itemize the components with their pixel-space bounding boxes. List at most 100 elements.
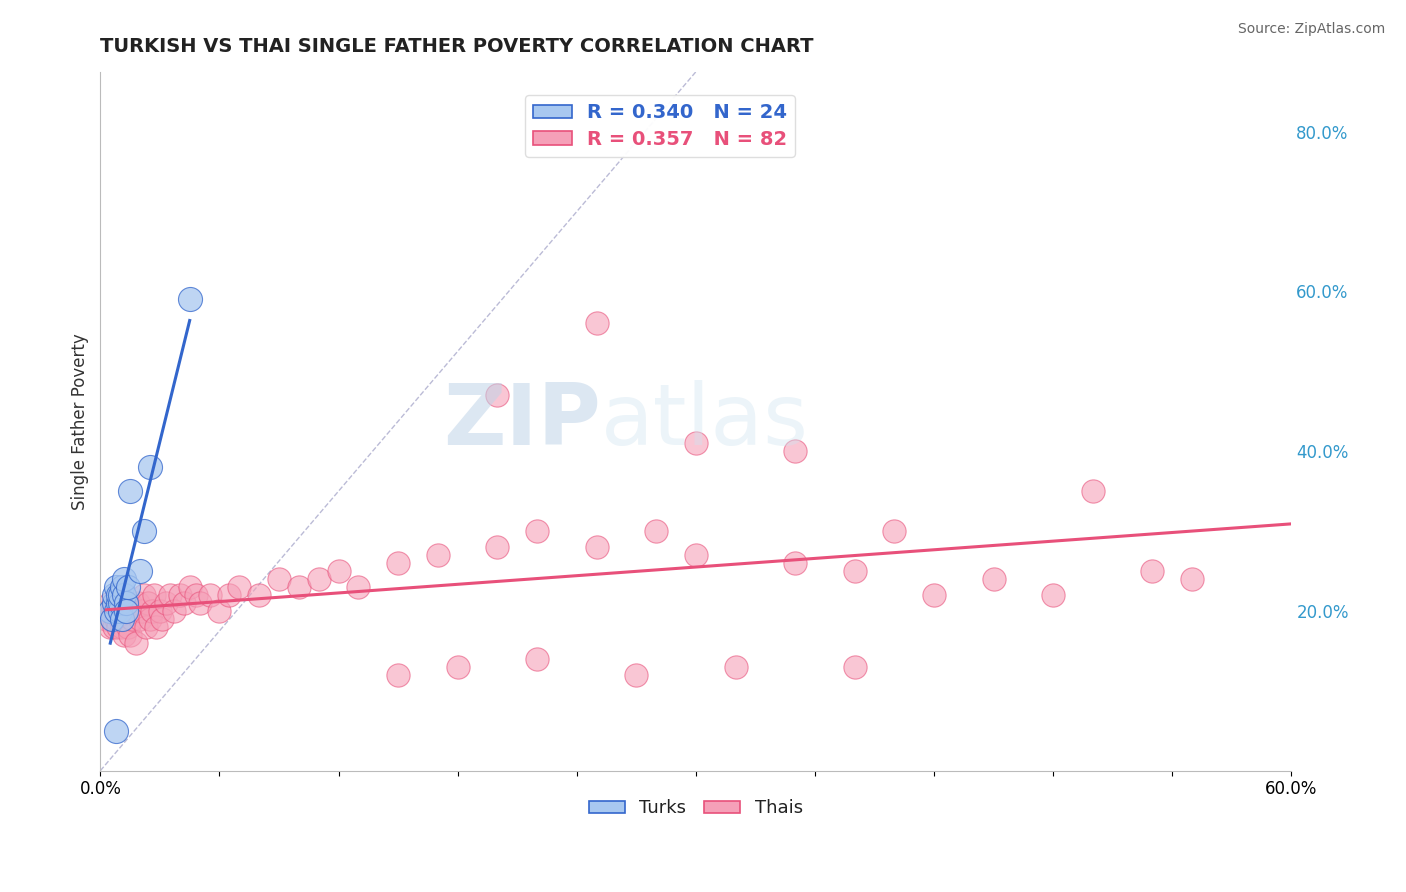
Point	[139, 612, 162, 626]
Point	[105, 612, 128, 626]
Point	[983, 572, 1005, 586]
Point	[108, 588, 131, 602]
Point	[108, 604, 131, 618]
Point	[447, 660, 470, 674]
Y-axis label: Single Father Poverty: Single Father Poverty	[72, 333, 89, 509]
Point	[105, 580, 128, 594]
Point	[685, 436, 707, 450]
Point	[108, 612, 131, 626]
Point	[125, 636, 148, 650]
Point	[247, 588, 270, 602]
Point	[188, 596, 211, 610]
Point	[585, 540, 607, 554]
Point	[103, 604, 125, 618]
Point	[145, 620, 167, 634]
Point	[103, 596, 125, 610]
Point	[142, 588, 165, 602]
Point	[112, 628, 135, 642]
Text: Source: ZipAtlas.com: Source: ZipAtlas.com	[1237, 22, 1385, 37]
Point	[98, 620, 121, 634]
Point	[117, 580, 139, 594]
Point	[107, 620, 129, 634]
Point	[135, 620, 157, 634]
Point	[121, 612, 143, 626]
Point	[108, 596, 131, 610]
Point	[108, 596, 131, 610]
Point	[107, 596, 129, 610]
Point	[115, 596, 138, 610]
Point	[387, 556, 409, 570]
Point	[179, 293, 201, 307]
Point	[112, 588, 135, 602]
Point	[111, 612, 134, 626]
Point	[585, 317, 607, 331]
Point	[131, 604, 153, 618]
Point	[115, 604, 138, 618]
Point	[1181, 572, 1204, 586]
Text: atlas: atlas	[600, 380, 808, 463]
Point	[1081, 484, 1104, 499]
Point	[645, 524, 668, 538]
Point	[159, 588, 181, 602]
Point	[132, 588, 155, 602]
Point	[112, 572, 135, 586]
Point	[129, 564, 152, 578]
Legend: Turks, Thais: Turks, Thais	[582, 792, 810, 824]
Point	[208, 604, 231, 618]
Point	[111, 620, 134, 634]
Point	[1042, 588, 1064, 602]
Point	[785, 556, 807, 570]
Point	[127, 596, 149, 610]
Point	[122, 604, 145, 618]
Point	[120, 484, 142, 499]
Point	[117, 620, 139, 634]
Point	[426, 548, 449, 562]
Point	[115, 612, 138, 626]
Point	[198, 588, 221, 602]
Point	[111, 580, 134, 594]
Point	[101, 612, 124, 626]
Point	[328, 564, 350, 578]
Point	[101, 604, 124, 618]
Point	[149, 604, 172, 618]
Point	[228, 580, 250, 594]
Point	[129, 612, 152, 626]
Point	[785, 444, 807, 458]
Point	[105, 604, 128, 618]
Point	[724, 660, 747, 674]
Point	[107, 588, 129, 602]
Point	[626, 668, 648, 682]
Point	[173, 596, 195, 610]
Point	[526, 652, 548, 666]
Point	[101, 612, 124, 626]
Point	[141, 604, 163, 618]
Point	[155, 596, 177, 610]
Point	[883, 524, 905, 538]
Point	[120, 628, 142, 642]
Point	[169, 588, 191, 602]
Point	[98, 596, 121, 610]
Point	[111, 604, 134, 618]
Point	[107, 604, 129, 618]
Point	[526, 524, 548, 538]
Point	[150, 612, 173, 626]
Point	[387, 668, 409, 682]
Point	[288, 580, 311, 594]
Point	[115, 604, 138, 618]
Point	[218, 588, 240, 602]
Point	[163, 604, 186, 618]
Point	[97, 604, 120, 618]
Point	[112, 596, 135, 610]
Point	[105, 596, 128, 610]
Point	[844, 564, 866, 578]
Point	[179, 580, 201, 594]
Point	[132, 524, 155, 538]
Point	[96, 612, 118, 626]
Point	[347, 580, 370, 594]
Point	[136, 596, 159, 610]
Point	[139, 460, 162, 475]
Point	[98, 604, 121, 618]
Point	[1142, 564, 1164, 578]
Point	[103, 588, 125, 602]
Point	[844, 660, 866, 674]
